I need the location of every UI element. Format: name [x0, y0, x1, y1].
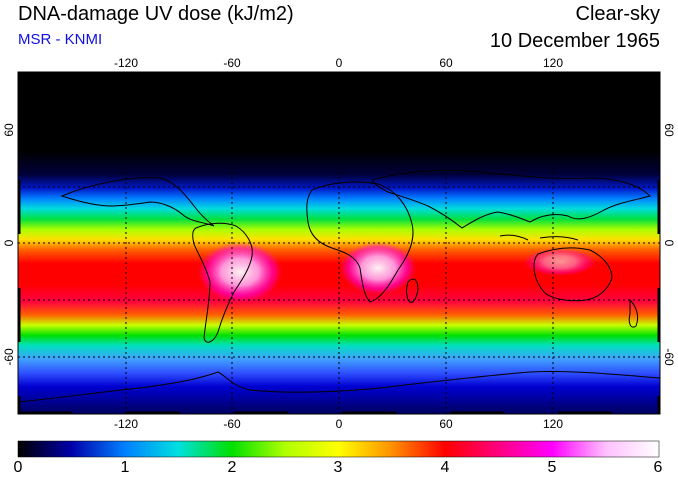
lon-tick-top: 60 — [439, 56, 453, 70]
map-title: DNA-damage UV dose (kJ/m2) — [18, 3, 294, 25]
colorbar-label: 1 — [120, 459, 130, 476]
high-dose-region-south-america — [198, 242, 282, 302]
right-latitude-labels: 60 0 -60 — [662, 123, 676, 366]
source-label: MSR - KNMI — [18, 31, 103, 48]
lon-tick-bottom: 120 — [543, 417, 563, 431]
lon-tick-top: 0 — [336, 56, 343, 70]
lon-tick-top: -60 — [223, 56, 241, 70]
top-longitude-labels: -120 -60 0 60 120 — [114, 56, 563, 70]
date-label: 10 December 1965 — [489, 30, 660, 52]
lat-tick-left: 60 — [2, 123, 16, 137]
graticule — [18, 72, 660, 414]
colorbar-label: 3 — [333, 459, 343, 476]
lon-tick-bottom: 0 — [336, 417, 343, 431]
colorbar-label: 4 — [440, 459, 450, 476]
sky-condition-label: Clear-sky — [575, 3, 660, 25]
lon-tick-top: -120 — [114, 56, 138, 70]
lat-tick-right: -60 — [662, 348, 676, 366]
lat-tick-right: 0 — [662, 240, 676, 247]
lon-tick-bottom: -60 — [223, 417, 241, 431]
map-frame — [17, 71, 661, 415]
lon-tick-top: 120 — [543, 56, 563, 70]
lat-tick-left: -60 — [2, 348, 16, 366]
left-latitude-labels: 60 0 -60 — [2, 123, 16, 366]
colorbar-label: 0 — [13, 459, 23, 476]
colorbar — [17, 440, 660, 458]
high-dose-region-africa — [340, 242, 416, 294]
high-dose-region-australia — [524, 248, 596, 276]
lon-tick-bottom: 60 — [439, 417, 453, 431]
colorbar-label: 5 — [547, 459, 557, 476]
lat-tick-left: 0 — [2, 239, 16, 246]
lat-tick-right: 60 — [662, 123, 676, 137]
colorbar-label: 6 — [653, 459, 663, 476]
coastlines — [18, 169, 660, 403]
lon-tick-bottom: -120 — [114, 417, 138, 431]
bottom-longitude-labels: -120 -60 0 60 120 — [114, 417, 563, 431]
colorbar-label: 2 — [227, 459, 237, 476]
